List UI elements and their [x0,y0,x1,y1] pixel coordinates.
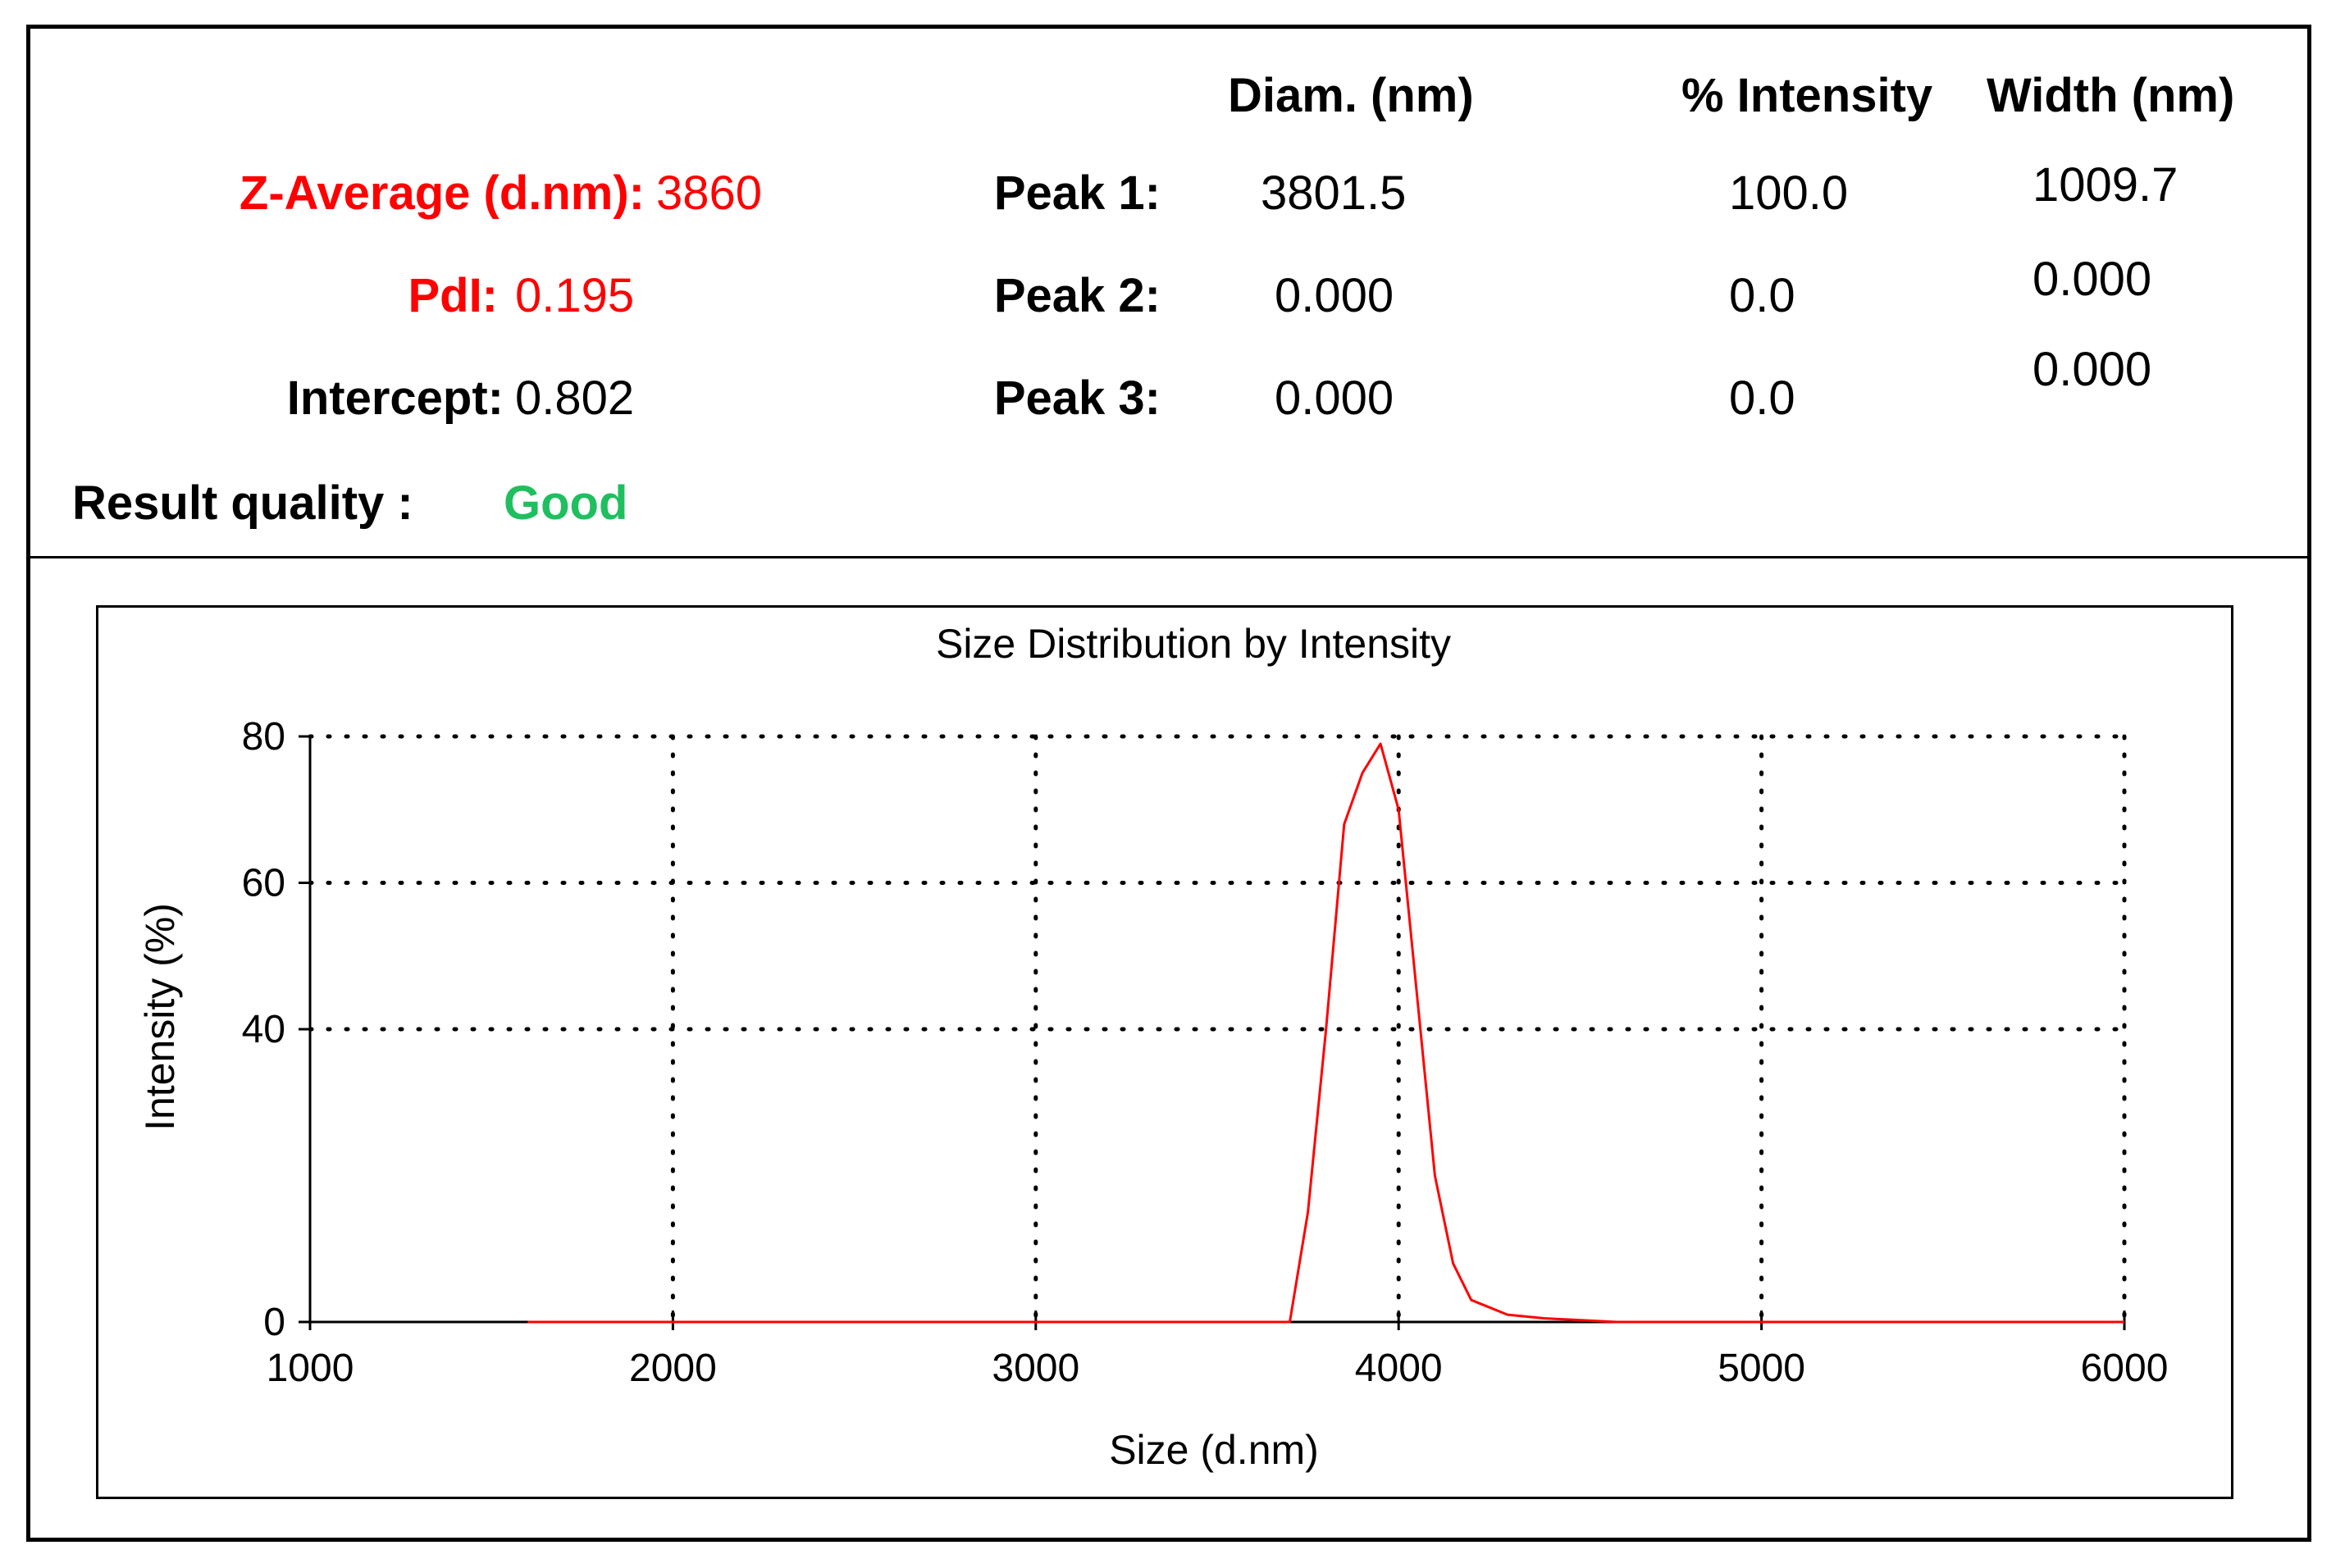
peak-3-width: 0.000 [2032,343,2152,396]
intercept-value: 0.802 [515,371,635,425]
chart-title: Size Distribution by Intensity [936,621,1451,667]
peak-2-width: 0.000 [2032,253,2152,306]
y-tick-label: 60 [242,862,285,905]
pdi-value: 0.195 [515,269,635,322]
header-width: Width (nm) [1987,69,2235,122]
x-tick-label: 4000 [1355,1347,1443,1390]
z-average-label: Z-Average (d.nm): [239,166,645,220]
x-tick-label: 1000 [267,1347,354,1390]
x-tick-label: 2000 [629,1347,717,1390]
peak-2-label: Peak 2: [993,269,1161,322]
peak-3-label: Peak 3: [993,371,1161,425]
intercept-label: Intercept: [286,371,504,425]
y-tick-label: 80 [242,715,285,759]
x-tick-label: 6000 [2081,1347,2169,1390]
peak-1-width: 1009.7 [2032,158,2178,212]
peak-1-intensity: 100.0 [1729,166,1849,220]
peak-3-intensity: 0.0 [1729,371,1795,425]
result-quality-value: Good [504,476,628,530]
report-frame [26,25,2311,1542]
y-tick-label: 40 [242,1008,285,1051]
x-axis-label: Size (d.nm) [1109,1427,1319,1473]
z-average-value: 3860 [656,166,763,220]
section-divider [26,556,2311,558]
header-diam: Diam. (nm) [1228,69,1474,122]
pdi-label: PdI: [408,269,498,322]
peak-3-diam: 0.000 [1275,371,1394,425]
peak-1-label: Peak 1: [993,166,1161,220]
peak-1-diam: 3801.5 [1261,166,1407,220]
peak-2-intensity: 0.0 [1729,269,1795,322]
chart-panel [96,605,2233,1499]
y-axis-label: Intensity (%) [137,903,183,1131]
intensity-series-line [527,742,2124,1324]
y-tick-label: 0 [263,1301,285,1344]
result-quality-label: Result quality : [72,476,413,530]
peak-2-diam: 0.000 [1275,269,1394,322]
header-intensity: % Intensity [1681,69,1933,122]
x-tick-label: 3000 [992,1347,1079,1390]
x-tick-label: 5000 [1718,1347,1805,1390]
